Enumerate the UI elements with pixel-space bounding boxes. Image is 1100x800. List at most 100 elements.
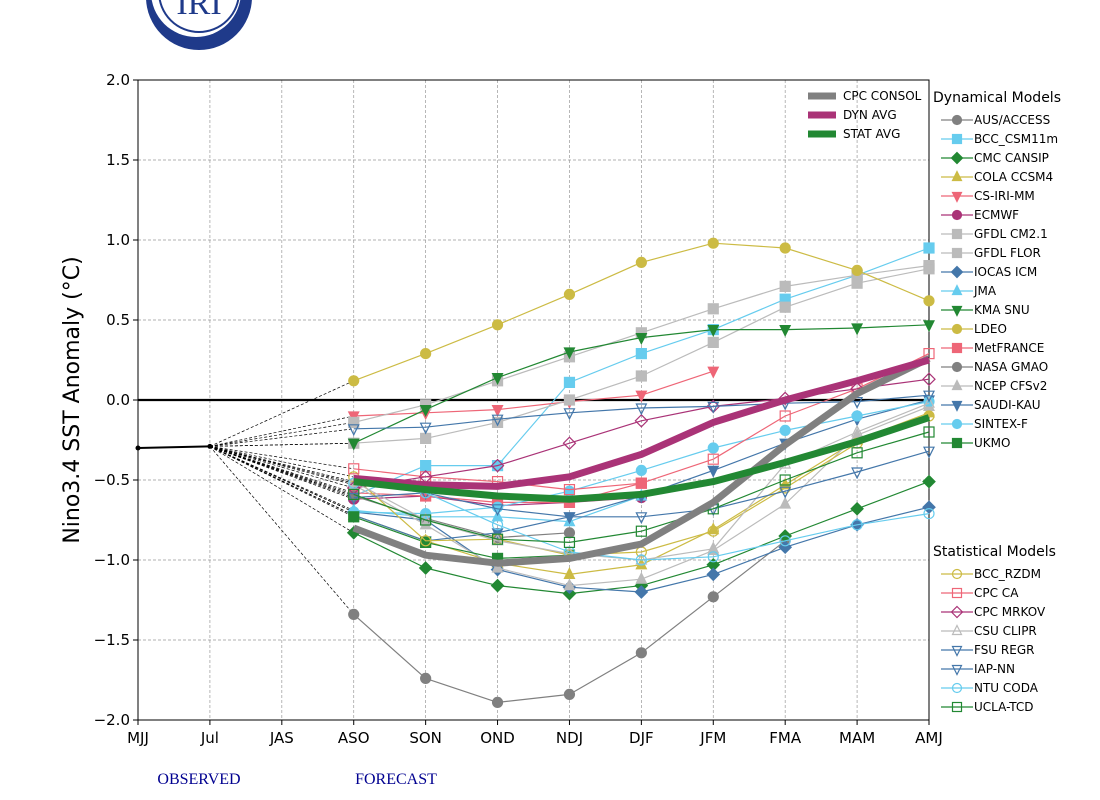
series-line-cpc-ca [353,353,930,491]
series-line-cpc-mrkov [353,378,930,489]
data-point-iap-nn [851,467,864,480]
x-tick-label: DJF [629,729,654,747]
legend-marker-icon [951,191,963,203]
data-point-iap-nn [491,504,504,517]
y-tick-label: 0.0 [106,391,130,409]
series-line-ucla-tcd [353,431,930,544]
y-tick-label: 1.5 [106,151,130,169]
data-point-ucla-tcd [851,447,863,459]
legend-marker-icon [951,284,963,296]
data-point-ntu-coda [491,519,504,531]
data-point-ldeo [563,288,576,300]
x-tick-label: SON [409,729,442,747]
data-point-ncep-cfsv2 [563,578,576,591]
legend-label: SAUDI-KAU [974,398,1041,412]
data-point-cmc-cansip [490,578,505,593]
x-tick-label: FMA [769,729,802,747]
legend-label: GFDL FLOR [974,246,1041,260]
data-point-iap-nn [635,512,648,525]
data-point-cpc-mrkov [634,413,649,428]
legend-label: SINTEX-F [974,417,1028,431]
data-point-kma-snu [419,405,432,417]
data-point-bcc-csm11m [563,376,576,388]
legend-label: CPC CA [974,586,1019,600]
data-point-ldeo [851,264,863,276]
data-point-kma-snu [707,325,720,337]
connector-line [209,446,354,478]
data-point-gfdl-cm2-1 [779,280,791,292]
x-tick-label: JAS [269,729,294,747]
data-point-saudi-kau [707,465,720,478]
legend-title: Dynamical Models [933,90,1061,106]
data-point-gfdl-flor [923,263,935,275]
data-point-ucla-tcd [491,533,504,545]
data-point-ldeo [707,237,719,249]
data-point-aus-access [707,591,719,603]
legend-label: BCC_CSM11m [974,132,1058,146]
data-point-fsu-regr [491,414,504,427]
legend-label: IAP-NN [974,662,1015,676]
connector-line [209,415,354,447]
legend-marker-icon [951,645,963,657]
series-line-cpc-consol [352,355,931,567]
data-point-kma-snu [635,333,648,345]
legend-marker-icon [951,133,963,145]
data-point-csu-clipr [851,424,864,437]
data-point-kma-snu [563,347,576,360]
connector-line [209,446,354,518]
y-tick-label: −0.5 [94,471,130,489]
data-point-fsu-regr [707,401,720,414]
data-point-iap-nn [779,486,792,499]
legend-label: DYN AVG [843,108,897,122]
data-point-ucla-tcd [420,514,432,526]
y-tick-label: −1.5 [94,631,130,649]
data-point-aus-access [491,696,504,709]
data-point-kma-snu [491,373,504,385]
data-point-ucla-tcd [923,426,935,438]
legend-label: NASA GMAO [974,360,1048,374]
legend-label: MetFRANCE [974,341,1044,355]
data-point-kma-snu [347,438,360,451]
legend-label: CSU CLIPR [974,624,1037,638]
data-point-cmc-cansip [850,501,864,516]
legend-label: GFDL CM2.1 [974,227,1048,241]
data-point-ncep-cfsv2 [491,560,504,573]
data-point-cpc-ca [635,477,647,489]
data-point-cpc-ca [348,463,360,475]
data-point-bcc-csm11m [420,460,432,472]
data-point-fsu-regr [347,424,360,437]
data-point-ldeo [491,319,504,331]
data-point-cpc-ca [779,410,791,422]
legend-label: ECMWF [974,208,1019,222]
x-tick-label: ASO [338,729,370,747]
data-point-kma-snu [923,320,935,333]
connector-line [209,422,354,447]
data-point-ucla-tcd [348,488,360,500]
legend-marker-icon [951,568,963,580]
legend-marker-icon [951,305,963,317]
legend-title: Statistical Models [933,544,1056,560]
data-point-bcc-csm11m [635,348,647,360]
data-point-bcc-rzdm [707,525,719,537]
data-point-cola-ccsm4 [707,522,720,535]
legend-label: JMA [973,284,997,298]
connector-line [209,380,354,447]
legend-label: CS-IRI-MM [974,189,1035,203]
series-line-stat-avg [353,414,931,503]
legend-label: CPC CONSOL [843,89,922,103]
x-tick-label: AMJ [915,729,943,747]
connector-line [209,428,354,447]
data-point-kma-snu [779,325,792,337]
data-point-bcc-rzdm [420,535,432,547]
data-point-csu-clipr [923,395,935,408]
y-tick-label: 2.0 [106,71,130,89]
legend-label: BCC_RZDM [974,567,1041,581]
series-line-cs-iri-mm [353,370,714,417]
legend-label: LDEO [974,322,1007,336]
legend-label: UCLA-TCD [974,700,1034,714]
series-line-dyn-avg [353,356,930,490]
data-point-aus-access [348,608,360,621]
connector-line [209,446,354,513]
data-point-ucla-tcd [779,474,791,486]
